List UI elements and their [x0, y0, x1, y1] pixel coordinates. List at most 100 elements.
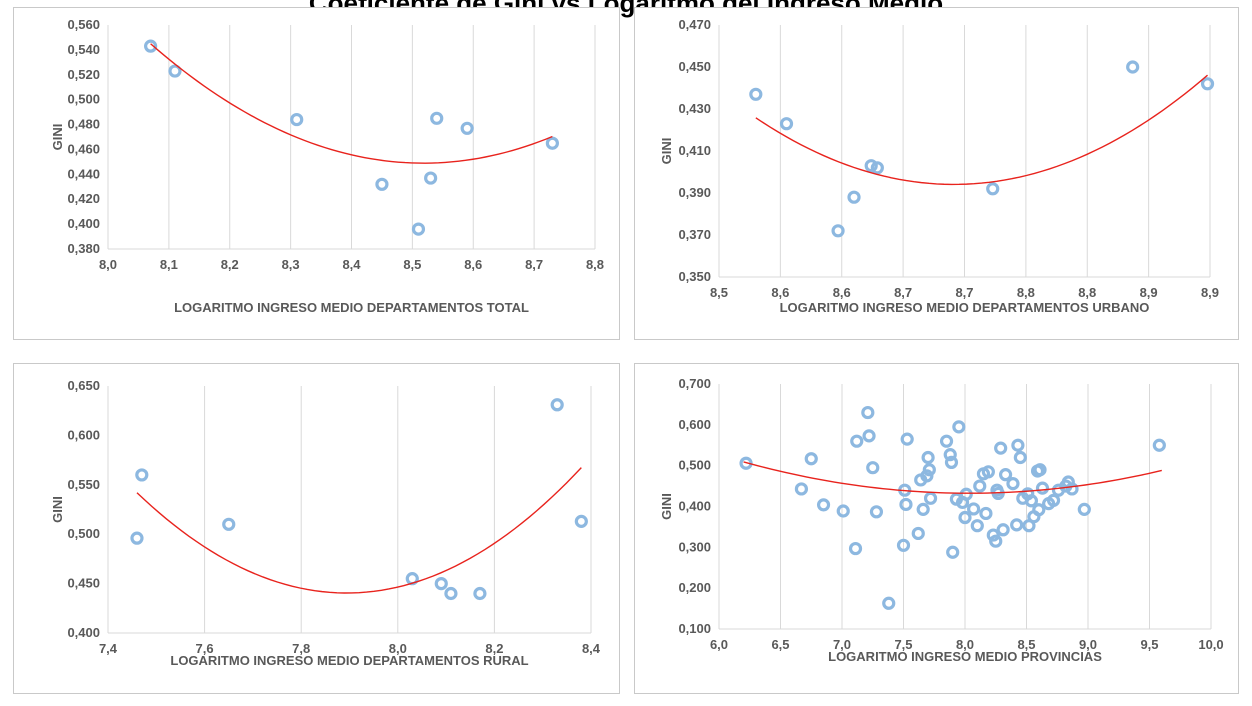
data-point — [831, 224, 845, 238]
chart-urbano: 0,350 0,370 0,390 0,410 0,430 0,450 0,470 8,5 8,… — [659, 17, 1219, 315]
x-tick-label: 9,0 — [1079, 637, 1097, 652]
data-point — [989, 534, 1003, 548]
data-point — [866, 461, 880, 475]
y-tick-label: 0,550 — [67, 477, 100, 492]
chart-provincias: 0,100 0,200 0,300 0,400 0,500 0,600 0,700 6,0 6,… — [659, 376, 1224, 664]
data-point — [899, 497, 913, 512]
y-tick-label: 0,420 — [67, 191, 100, 206]
data-point — [424, 171, 438, 185]
data-point — [986, 528, 1000, 542]
y-axis-label: GINI — [659, 138, 674, 165]
x-tick-label: 8,0 — [99, 257, 117, 272]
data-point — [430, 111, 444, 125]
data-point — [168, 64, 182, 78]
chart-rural: 0,400 0,450 0,500 0,550 0,600 0,650 7,4 7,6 7,8 8… — [50, 378, 601, 668]
trendline — [150, 43, 553, 164]
data-point — [850, 434, 864, 448]
data-point — [946, 545, 960, 559]
y-tick-label: 0,470 — [678, 17, 711, 32]
data-point — [943, 448, 957, 462]
y-tick-label: 0,450 — [67, 576, 100, 591]
data-point — [861, 405, 875, 420]
data-point — [779, 117, 794, 131]
data-point — [794, 482, 809, 496]
data-point — [473, 586, 487, 601]
x-tick-label: 7,5 — [894, 637, 912, 652]
data-point — [996, 523, 1010, 537]
data-point — [882, 596, 896, 610]
x-tick-label: 8,0 — [956, 637, 974, 652]
y-tick-label: 0,200 — [678, 580, 711, 595]
data-point — [986, 182, 1000, 196]
y-tick-label: 0,500 — [678, 458, 711, 473]
x-tick-label: 9,5 — [1140, 637, 1158, 652]
x-tick-label: 8,8 — [1017, 285, 1035, 300]
data-point — [1126, 60, 1140, 74]
data-point — [290, 112, 304, 127]
data-point — [864, 159, 878, 173]
data-point — [545, 136, 559, 150]
data-point — [916, 502, 930, 516]
x-tick-label: 6,0 — [710, 637, 728, 652]
x-axis-label: LOGARITMO INGRESO MEDIO DEPARTAMENTOS TO… — [174, 300, 529, 315]
x-tick-label: 7,6 — [196, 641, 214, 656]
data-point — [998, 468, 1013, 482]
y-axis-label: GINI — [659, 493, 674, 520]
x-tick-label: 8,9 — [1201, 285, 1219, 300]
y-tick-label: 0,700 — [678, 376, 711, 391]
y-tick-label: 0,100 — [678, 621, 711, 636]
y-tick-label: 0,400 — [67, 625, 100, 640]
data-point — [944, 455, 959, 470]
data-point — [896, 538, 911, 552]
y-axis-label: GINI — [50, 124, 65, 151]
x-tick-label: 8,6 — [464, 257, 482, 272]
data-point — [959, 487, 973, 501]
data-point — [135, 468, 149, 482]
x-tick-label: 10,0 — [1198, 637, 1223, 652]
data-point — [836, 504, 850, 518]
data-point — [920, 469, 934, 483]
data-point — [970, 519, 984, 533]
data-point — [550, 398, 564, 412]
data-point — [923, 491, 938, 505]
data-point — [434, 577, 448, 591]
data-point — [848, 541, 863, 556]
y-tick-label: 0,300 — [678, 539, 711, 554]
y-tick-label: 0,400 — [67, 216, 100, 231]
x-tick-label: 8,0 — [389, 641, 407, 656]
data-point — [952, 420, 966, 434]
x-tick-label: 8,2 — [485, 641, 503, 656]
x-axis-label: LOGARITMO INGRESO MEDIO DEPARTAMENTOS RU… — [170, 653, 528, 668]
y-tick-label: 0,430 — [678, 101, 711, 116]
data-point — [921, 450, 935, 465]
data-point — [1200, 77, 1215, 91]
y-tick-label: 0,560 — [67, 17, 100, 32]
y-tick-label: 0,410 — [678, 143, 711, 158]
y-tick-label: 0,390 — [678, 185, 711, 200]
y-tick-label: 0,400 — [678, 499, 711, 514]
data-point — [1065, 482, 1079, 496]
y-tick-label: 0,600 — [67, 427, 100, 442]
data-point — [1011, 438, 1025, 452]
x-tick-label: 8,7 — [894, 285, 912, 300]
y-tick-label: 0,380 — [67, 241, 100, 256]
data-point — [847, 190, 861, 204]
y-tick-label: 0,350 — [678, 269, 711, 284]
data-point — [979, 506, 993, 521]
y-tick-label: 0,600 — [678, 417, 711, 432]
x-tick-label: 8,4 — [582, 641, 601, 656]
data-point — [411, 222, 426, 236]
y-tick-label: 0,450 — [678, 59, 711, 74]
data-point — [749, 87, 763, 101]
data-point — [1032, 503, 1046, 517]
chart-panel-urbano: 0,350 0,370 0,390 0,410 0,430 0,450 0,470 8,5 8,… — [634, 7, 1239, 340]
x-tick-label: 8,4 — [342, 257, 361, 272]
y-axis-label: GINI — [50, 496, 65, 523]
data-point — [922, 463, 936, 477]
x-tick-label: 8,3 — [282, 257, 300, 272]
data-point — [375, 177, 389, 191]
y-tick-label: 0,440 — [67, 166, 100, 181]
data-point — [804, 452, 818, 466]
x-tick-label: 8,5 — [1017, 637, 1035, 652]
data-point — [967, 502, 981, 516]
